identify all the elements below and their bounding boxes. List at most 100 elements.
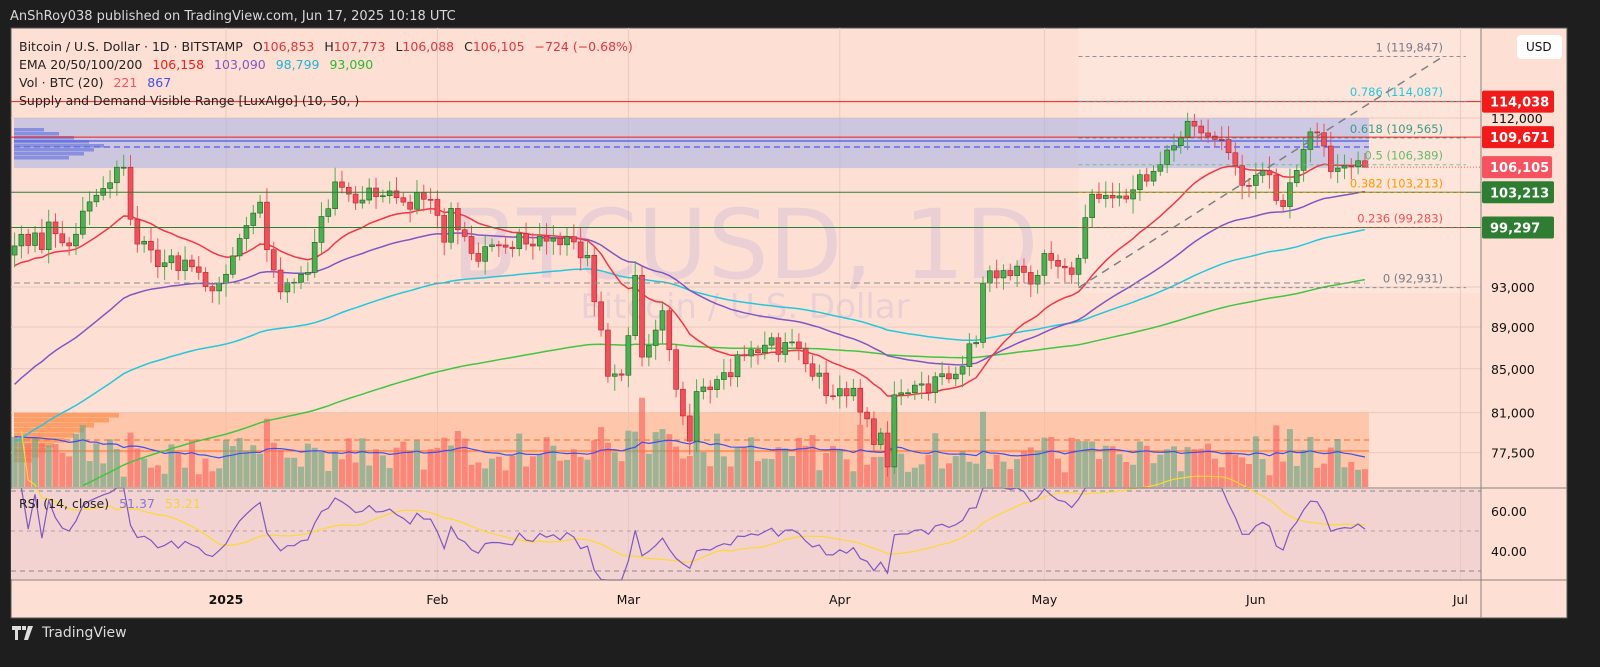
volume-bar <box>1184 447 1191 487</box>
candle-body <box>168 255 175 264</box>
candle-body <box>646 345 652 358</box>
volume-bar <box>1027 447 1034 487</box>
volume-bar <box>441 437 448 487</box>
candle-body <box>1253 174 1259 186</box>
volume-bar <box>843 459 850 487</box>
volume-bar <box>1034 450 1041 487</box>
price-change: −724 (−0.68%) <box>534 39 633 54</box>
candle-body <box>761 344 768 353</box>
volume-bar <box>727 466 734 487</box>
volume-bar <box>1123 461 1130 487</box>
volume-bar <box>454 430 461 487</box>
candle-body <box>502 244 509 248</box>
candle-body <box>1021 265 1027 273</box>
candle-body <box>1239 165 1245 186</box>
candle-body <box>605 329 611 377</box>
volume-bar <box>59 452 66 487</box>
symbol-title[interactable]: Bitcoin / U.S. Dollar · 1D · BITSTAMP <box>19 39 243 54</box>
price-tag-label: 106,105 <box>1490 161 1549 176</box>
ema-label[interactable]: EMA 20/50/100/200 <box>19 57 143 72</box>
tradingview-logo[interactable]: TradingView <box>12 625 127 641</box>
volume-bar <box>154 465 161 487</box>
candle-body <box>843 388 850 397</box>
volume-bar <box>1361 469 1368 487</box>
legend-ema-row: EMA 20/50/100/200 106,158 103,090 98,799… <box>19 57 379 72</box>
candle-body <box>1048 253 1055 261</box>
candle-body <box>489 244 495 247</box>
candle-body <box>618 373 625 376</box>
candle-body <box>693 391 700 442</box>
publish-info: AnShRoy038 published on TradingView.com,… <box>10 9 456 24</box>
candle-body <box>809 363 816 377</box>
candle-body <box>1225 139 1232 154</box>
candle-body <box>366 187 373 201</box>
volume-bar <box>720 456 727 487</box>
fib-label: 0.382 (103,213) <box>1350 176 1443 190</box>
volume-bar <box>1334 438 1341 487</box>
candle-body <box>980 282 986 343</box>
volume-bar <box>325 470 332 487</box>
volume-value: 221 <box>113 75 138 90</box>
candle-body <box>427 199 434 201</box>
supply-profile-bar <box>14 152 84 156</box>
volume-bar <box>427 449 434 487</box>
volume-bar <box>223 439 229 487</box>
price-axis-label: 85,000 <box>1491 362 1535 377</box>
candle-body <box>107 182 113 189</box>
volume-bar <box>1348 461 1355 487</box>
volume-bar <box>352 462 359 487</box>
tradingview-brand: TradingView <box>42 625 127 641</box>
candle-body <box>1328 145 1334 172</box>
candle-body <box>884 432 891 468</box>
volume-bar <box>1266 475 1273 487</box>
volume-bar <box>604 442 611 487</box>
candle-body <box>1123 195 1130 200</box>
volume-bar <box>250 445 257 487</box>
demand-profile-bar <box>14 433 74 438</box>
volume-bar <box>107 439 114 487</box>
candle-body <box>864 411 870 420</box>
volume-bar <box>823 453 830 487</box>
candle-body <box>1068 267 1075 275</box>
legend-supply-demand-row: Supply and Demand Visible Range [LuxAlgo… <box>19 93 365 108</box>
volume-bar <box>1300 449 1307 487</box>
tradingview-logo-icon <box>12 626 33 640</box>
volume-bar <box>141 458 148 487</box>
candle-body <box>1034 275 1041 285</box>
volume-bar <box>816 470 823 487</box>
candle-body <box>1089 193 1095 218</box>
volume-bar <box>379 455 386 487</box>
candle-body <box>1205 132 1211 137</box>
volume-bar <box>775 447 782 487</box>
volume-bar <box>257 453 264 487</box>
candle-body <box>898 392 904 396</box>
candle-body <box>850 387 857 397</box>
candle-body <box>175 255 182 271</box>
candle-body <box>836 388 843 397</box>
candle-body <box>1178 137 1184 146</box>
price-axis-label: 112,000 <box>1491 111 1543 126</box>
candle-body <box>1102 195 1109 199</box>
volume-bar <box>413 440 420 487</box>
candle-body <box>236 238 243 257</box>
volume-bar <box>952 456 959 487</box>
volume-bar <box>468 464 475 487</box>
candle-body <box>1014 265 1020 276</box>
candle-body <box>1334 167 1341 172</box>
volume-bar <box>1259 459 1266 487</box>
fib-trend-line[interactable] <box>1078 57 1441 289</box>
volume-bar <box>911 467 918 487</box>
volume-bar <box>202 458 209 487</box>
rsi-label[interactable]: RSI (14, close) <box>19 496 110 511</box>
volume-bar <box>789 456 796 487</box>
candle-body <box>202 272 209 287</box>
supply-demand-label[interactable]: Supply and Demand Visible Range [LuxAlgo… <box>19 93 360 108</box>
candle-body <box>298 273 304 283</box>
demand-profile-bar <box>14 423 94 428</box>
currency-button[interactable]: USD <box>1517 35 1562 59</box>
volume-bar <box>1157 454 1164 487</box>
volume-label[interactable]: Vol · BTC (20) <box>19 75 104 90</box>
candle-body <box>209 286 216 292</box>
candle-body <box>952 373 959 380</box>
